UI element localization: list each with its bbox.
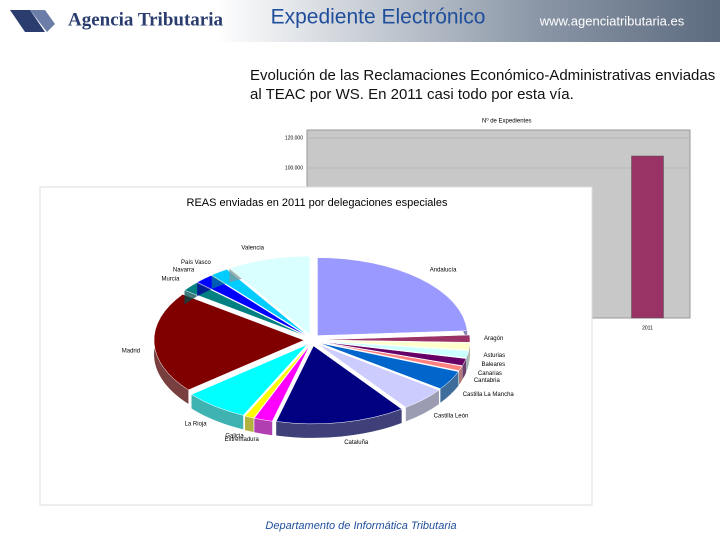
pie-label: País Vasco [181,260,212,266]
pie-slice [275,345,403,425]
pie-panel [39,186,593,506]
pie-label: Canarias [478,371,502,377]
pie-label: Madrid [122,349,140,355]
pie-slice [253,345,310,422]
pie-slice [317,344,440,408]
pie-slice [319,341,463,372]
pie-slice-side [458,366,463,385]
y-tick-label: 100.000 [285,165,303,171]
pie-label: La Rioja [185,421,208,427]
pie-label: Galicia [225,434,244,440]
logo-icon [10,10,55,32]
x-tick-label: 2011 [642,325,653,331]
pie-slice-side [276,408,402,438]
header-title: Expediente Electrónico [271,6,486,29]
pie-label: Asturias [483,353,505,359]
pie-slice-group [254,418,273,436]
footer-text: Departamento de Informática Tributaria [265,520,456,532]
pie-label: Extremadura [224,437,259,443]
pie-slice-side [466,350,469,373]
pie-slice [319,341,467,366]
pie-label: Andalucía [430,268,457,274]
logo-text: Agencia Tributaria [68,9,223,30]
pie-label: Cantabria [474,378,501,384]
pie-label: Castilla León [434,413,469,419]
pie-slice [183,282,306,337]
pie-slice [211,269,308,336]
pie-slice-side [468,342,470,365]
pie-slice-group [405,390,440,422]
body-text: Evolución de las Reclamaciones Económico… [250,67,716,103]
pie-slice-side [440,371,459,403]
pie-label: Castilla La Mancha [463,392,515,398]
pie-label: Navarra [173,268,195,274]
pie-label: Baleares [481,362,505,368]
pie-slice [190,344,308,416]
pie-label: Cataluña [344,440,369,446]
pie-slice-side [254,418,273,436]
pie-slice [319,334,471,343]
pie-slice-group [244,416,254,433]
bar-chart-title: Nº de Expedientes [482,118,532,125]
pie-slice [244,345,310,419]
pie-slice [317,257,468,336]
pie-slice-side [405,390,440,422]
pie-slice-side [244,416,254,433]
pie-slice [228,255,311,335]
pie-slice-group [440,371,459,403]
y-tick-label: 120.000 [285,135,303,141]
pie-slice-side [462,358,467,380]
bar [631,155,664,319]
pie-slice [196,275,307,336]
pie-slice [319,340,471,351]
pie-slice-group [276,408,402,438]
pie-slice [319,340,470,359]
pie-slice-group [458,366,463,385]
pie-slice-group [191,394,244,430]
pie-label: Murcia [161,276,180,282]
pie-slice-group [466,350,469,373]
header-band [0,0,720,42]
pie-slice [153,294,305,391]
pie-slice-group [462,358,467,380]
pie-label: Aragón [484,336,503,342]
pie-slice-side [191,394,244,430]
pie-slice-group [468,342,470,365]
pie-title: REAS enviadas en 2011 por delegaciones e… [187,197,448,209]
pie-label: Valencia [241,245,264,251]
pie-slice [318,342,459,390]
header-url: www.agenciatributaria.es [539,13,685,28]
